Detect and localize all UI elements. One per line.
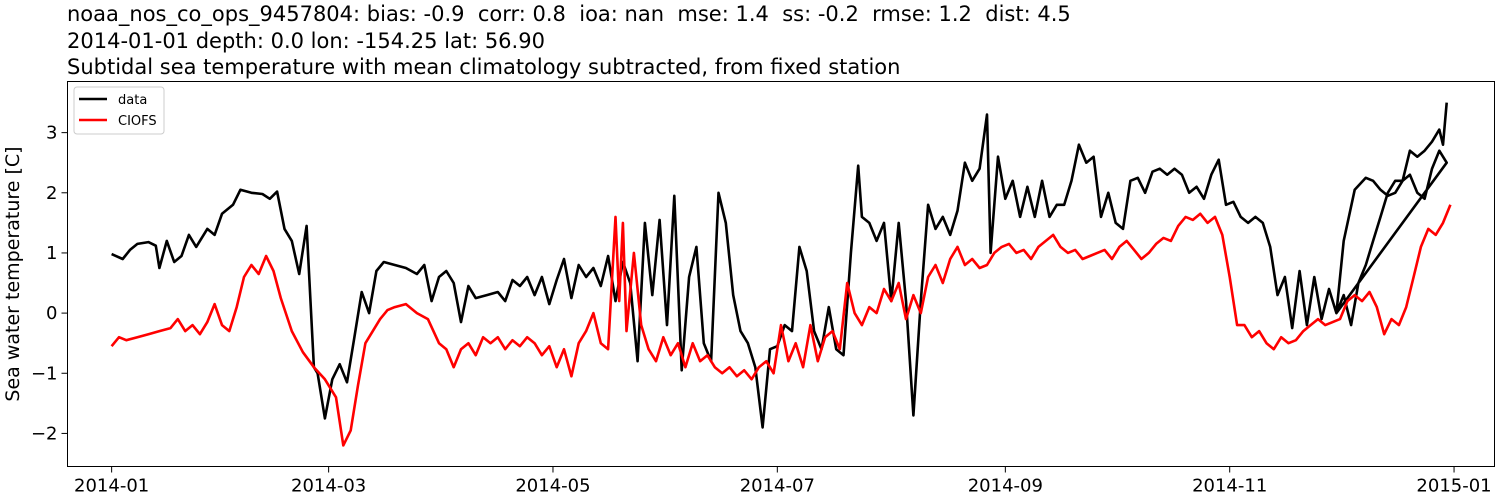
axes-frame [67, 81, 1495, 467]
x-axis-ticks: 2014-01 2014-03 2014-05 2014-07 2014-09 2014-… [74, 466, 1492, 497]
y-tick-label: 0 [46, 303, 57, 324]
title-line-3: Subtidal sea temperature with mean clima… [67, 55, 901, 79]
y-tick-label: −2 [31, 423, 58, 444]
y-tick-label: 2 [46, 183, 57, 204]
x-tick-label: 2014-07 [740, 476, 815, 497]
y-axis-ticks: −2 −1 0 1 2 3 [31, 123, 68, 444]
x-tick-label: 2014-03 [291, 476, 366, 497]
legend-label-data: data [118, 93, 147, 108]
legend: data CIOFS [73, 86, 165, 135]
x-tick-label: 2014-01 [74, 476, 149, 497]
y-axis-label: Sea water temperature [C] [2, 146, 24, 401]
x-tick-label: 2014-09 [968, 476, 1043, 497]
series-line-ciofs [110, 204, 1452, 447]
legend-label-ciofs: CIOFS [118, 114, 157, 129]
y-tick-label: 3 [46, 123, 57, 144]
title-line-1: noaa_nos_co_ops_9457804: bias: -0.9 corr… [67, 2, 1071, 26]
y-tick-label: −1 [31, 363, 58, 384]
x-tick-label: 2015-01 [1416, 476, 1491, 497]
y-tick-label: 1 [46, 243, 57, 264]
series-line-data [111, 102, 1448, 429]
title-line-2: 2014-01-01 depth: 0.0 lon: -154.25 lat: … [67, 29, 545, 53]
x-tick-label: 2014-11 [1192, 476, 1267, 497]
series-layer [110, 102, 1452, 447]
x-tick-label: 2014-05 [515, 476, 590, 497]
